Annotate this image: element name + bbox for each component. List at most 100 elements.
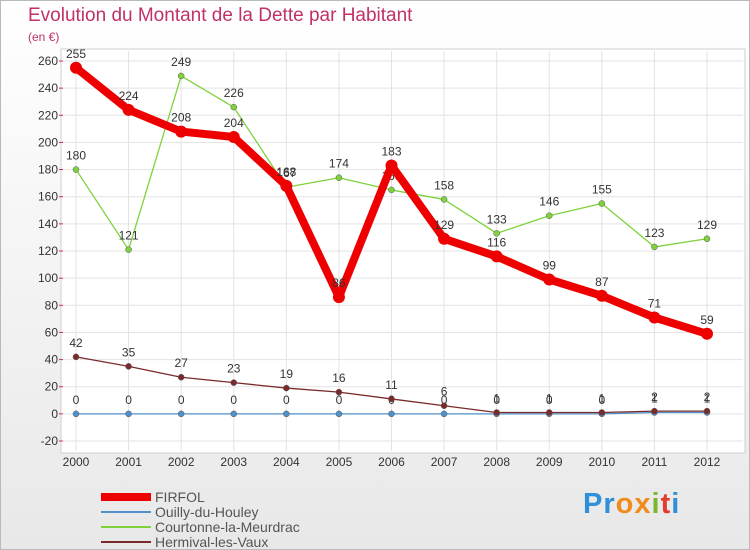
data-point xyxy=(701,327,713,340)
data-label: 129 xyxy=(697,218,717,232)
legend-swatch xyxy=(101,525,151,528)
legend-item: Hermival-les-Vaux xyxy=(101,533,300,550)
data-point xyxy=(72,410,80,418)
data-label: 0 xyxy=(178,393,185,407)
legend-label: Ouilly-du-Houley xyxy=(155,503,259,520)
data-point xyxy=(227,131,240,143)
data-point xyxy=(72,166,80,173)
data-label: 129 xyxy=(434,218,454,232)
data-point xyxy=(283,410,290,418)
data-point xyxy=(648,311,661,324)
data-point xyxy=(70,61,82,74)
data-label: 35 xyxy=(122,345,136,359)
x-tick-label: 2004 xyxy=(273,455,300,469)
data-point xyxy=(595,289,608,302)
chart-unit: (en €) xyxy=(28,30,60,44)
chart-title: Evolution du Montant de la Dette par Hab… xyxy=(28,5,413,26)
data-point xyxy=(332,291,345,304)
data-point xyxy=(440,410,448,418)
data-label: 158 xyxy=(434,178,454,192)
data-label: 0 xyxy=(125,393,132,407)
data-point xyxy=(230,379,237,386)
data-label: 16 xyxy=(332,371,346,385)
x-tick-label: 2003 xyxy=(220,455,247,469)
data-point xyxy=(125,246,132,253)
data-point xyxy=(177,410,185,418)
data-point xyxy=(543,273,556,286)
data-label: 174 xyxy=(329,157,349,171)
data-point xyxy=(651,243,658,251)
data-point xyxy=(122,103,135,116)
data-point xyxy=(385,159,398,172)
data-label: 255 xyxy=(66,47,86,61)
data-point xyxy=(125,410,132,418)
data-label: 42 xyxy=(69,336,83,350)
data-label: 2 xyxy=(704,390,711,404)
data-label: 0 xyxy=(598,393,605,407)
data-label: 0 xyxy=(336,393,343,407)
data-label: 1 xyxy=(651,392,658,406)
y-tick-label: -20 xyxy=(41,434,59,448)
legend-swatch xyxy=(101,540,151,543)
y-tick-label: 0 xyxy=(51,407,58,421)
data-label: 1 xyxy=(598,392,605,406)
data-label: 121 xyxy=(119,229,139,243)
x-tick-label: 2005 xyxy=(326,455,353,469)
y-tick-label: 20 xyxy=(45,380,59,394)
data-label: 6 xyxy=(441,385,448,399)
y-tick-label: 180 xyxy=(38,163,58,177)
data-label: 224 xyxy=(119,89,139,103)
data-label: 59 xyxy=(700,313,714,327)
data-point xyxy=(230,103,237,111)
data-point xyxy=(72,353,80,361)
data-label: 0 xyxy=(441,393,448,407)
data-label: 0 xyxy=(493,393,500,407)
data-point xyxy=(335,410,343,418)
data-label: 180 xyxy=(66,149,86,163)
data-point xyxy=(440,402,448,409)
x-tick-label: 2001 xyxy=(115,455,142,469)
x-tick-label: 2008 xyxy=(483,455,510,469)
legend-label: Courtonne-la-Meurdrac xyxy=(155,518,300,535)
legend-swatch xyxy=(101,510,151,513)
y-tick-label: 120 xyxy=(38,244,58,258)
data-point xyxy=(283,384,290,392)
data-label: 0 xyxy=(546,393,553,407)
data-point xyxy=(177,373,185,381)
data-label: 19 xyxy=(280,367,294,381)
data-point xyxy=(546,212,553,219)
data-point xyxy=(388,186,395,194)
data-point xyxy=(598,409,606,416)
y-tick-label: 260 xyxy=(38,54,58,68)
data-label: 23 xyxy=(227,362,241,376)
data-point xyxy=(125,363,132,370)
data-point xyxy=(230,410,237,418)
data-point xyxy=(177,72,185,80)
x-tick-label: 2006 xyxy=(378,455,405,469)
data-point xyxy=(493,230,500,237)
data-label: 71 xyxy=(648,297,662,311)
data-label: 2 xyxy=(651,390,658,404)
legend-item: FIRFOL xyxy=(101,489,300,505)
x-tick-label: 2002 xyxy=(168,455,195,469)
data-label: 204 xyxy=(224,116,244,130)
data-point xyxy=(388,395,395,403)
data-label: 116 xyxy=(487,235,506,249)
data-label: 249 xyxy=(171,55,191,69)
data-label: 0 xyxy=(73,393,80,407)
data-label: 99 xyxy=(543,259,557,273)
data-label: 27 xyxy=(174,356,188,370)
y-tick-label: 240 xyxy=(38,81,58,95)
data-label: 226 xyxy=(224,86,244,100)
x-tick-label: 2010 xyxy=(588,455,615,469)
data-label: 183 xyxy=(381,145,401,159)
y-tick-label: 80 xyxy=(45,298,59,312)
legend-item: Ouilly-du-Houley xyxy=(101,503,300,520)
data-label: 155 xyxy=(592,183,612,197)
data-point xyxy=(703,235,711,243)
legend-label: Hermival-les-Vaux xyxy=(155,533,269,550)
data-label: 1 xyxy=(704,392,711,406)
legend-swatch xyxy=(101,492,151,501)
y-tick-label: 100 xyxy=(38,271,58,285)
